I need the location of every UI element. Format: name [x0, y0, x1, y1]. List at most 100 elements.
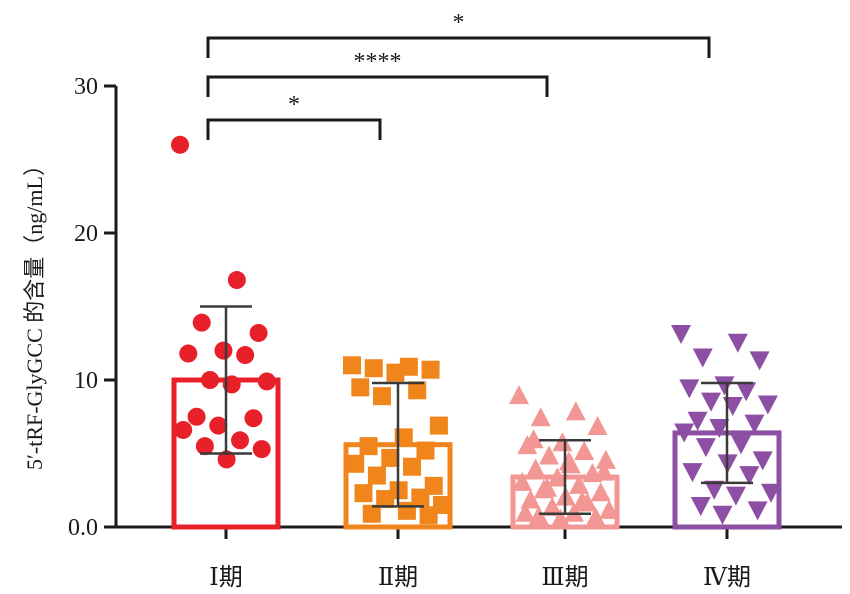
x-tick-label: Ⅳ期: [703, 565, 751, 591]
data-point: [346, 454, 365, 473]
data-point: [752, 451, 773, 471]
significance-label: ****: [354, 49, 402, 75]
data-point: [429, 416, 448, 435]
data-point: [736, 382, 757, 402]
data-point: [351, 378, 370, 397]
data-point: [244, 409, 263, 428]
significance-bracket: [206, 118, 382, 140]
data-point: [739, 466, 760, 486]
data-point: [701, 392, 722, 412]
data-point: [397, 501, 416, 520]
data-point: [354, 484, 373, 503]
data-point: [192, 313, 211, 332]
data-point: [709, 419, 730, 439]
data-point: [671, 324, 691, 344]
significance-bracket: [206, 75, 549, 97]
data-point: [587, 416, 608, 436]
data-point: [174, 420, 193, 439]
data-point: [593, 461, 614, 481]
data-point: [590, 482, 611, 502]
data-point: [714, 376, 735, 396]
data-point: [359, 437, 378, 456]
data-point: [744, 414, 765, 434]
data-point: [419, 506, 438, 525]
data-point: [386, 363, 405, 382]
data-point: [364, 359, 383, 378]
data-point: [704, 480, 725, 500]
significance-bracket: [206, 36, 711, 58]
significance-brackets: ******: [206, 10, 711, 140]
data-point: [187, 407, 206, 426]
data-point: [687, 411, 708, 431]
data-point: [595, 449, 616, 469]
data-point: [217, 450, 236, 469]
data-point: [727, 333, 748, 353]
data-point: [171, 135, 189, 154]
data-point: [674, 423, 695, 443]
data-point: [695, 438, 716, 458]
data-point: [731, 435, 752, 455]
data-point: [231, 431, 250, 450]
x-tick-label: Ⅱ期: [378, 565, 418, 591]
data-point: [403, 457, 422, 476]
data-point: [761, 483, 782, 503]
y-tick-label: 0.0: [68, 515, 98, 541]
data-point: [515, 502, 536, 522]
data-point: [569, 474, 590, 494]
data-point: [214, 341, 233, 360]
x-tick-label: Ⅰ期: [209, 565, 242, 591]
data-point: [682, 463, 703, 483]
data-point: [725, 486, 746, 506]
data-point: [550, 508, 571, 528]
y-axis: 0.0 10 20 30: [68, 74, 118, 541]
y-tick-label: 20: [74, 221, 98, 247]
data-point: [523, 429, 544, 449]
data-point: [563, 502, 584, 522]
data-point: [692, 348, 713, 368]
data-point: [757, 395, 778, 415]
data-point: [539, 445, 560, 465]
data-point: [690, 496, 711, 516]
data-point: [416, 441, 435, 460]
data-point: [712, 505, 733, 525]
data-point: [201, 371, 220, 389]
data-point: [749, 351, 770, 371]
data-point: [547, 467, 568, 487]
data-point: [421, 360, 440, 379]
significance-label: *: [453, 10, 465, 36]
y-tick-label: 10: [74, 368, 98, 394]
data-point: [195, 437, 214, 456]
y-tick-label: 30: [74, 74, 98, 100]
data-point: [376, 490, 395, 509]
error-bars: [200, 305, 753, 516]
data-point: [512, 471, 533, 491]
data-point: [530, 407, 551, 427]
data-point: [373, 387, 392, 406]
data-point: [367, 466, 386, 485]
x-axis: Ⅰ期 Ⅱ期 Ⅲ期 Ⅳ期: [115, 525, 842, 591]
significance-label: *: [288, 92, 300, 118]
data-point: [542, 496, 563, 516]
data-point: [558, 451, 579, 471]
data-point: [679, 379, 700, 399]
data-point: [722, 396, 743, 416]
data-point: [257, 372, 276, 391]
data-point: [343, 356, 361, 375]
data-point: [525, 458, 546, 478]
data-point: [408, 381, 427, 400]
data-point: [209, 416, 228, 435]
data-point: [552, 432, 573, 452]
data-point: [236, 346, 255, 365]
data-point: [509, 385, 529, 405]
data-point: [537, 477, 558, 497]
data-point: [381, 448, 400, 467]
data-point: [249, 323, 268, 342]
data-point: [179, 344, 198, 363]
x-tick-label: Ⅲ期: [541, 565, 588, 591]
data-point: [599, 499, 620, 519]
data-point: [565, 401, 586, 421]
data-point: [252, 440, 271, 459]
data-point: [227, 271, 246, 290]
y-axis-label: 5′-tRF-GlyGCC 的含量（ng/mL）: [22, 154, 47, 470]
